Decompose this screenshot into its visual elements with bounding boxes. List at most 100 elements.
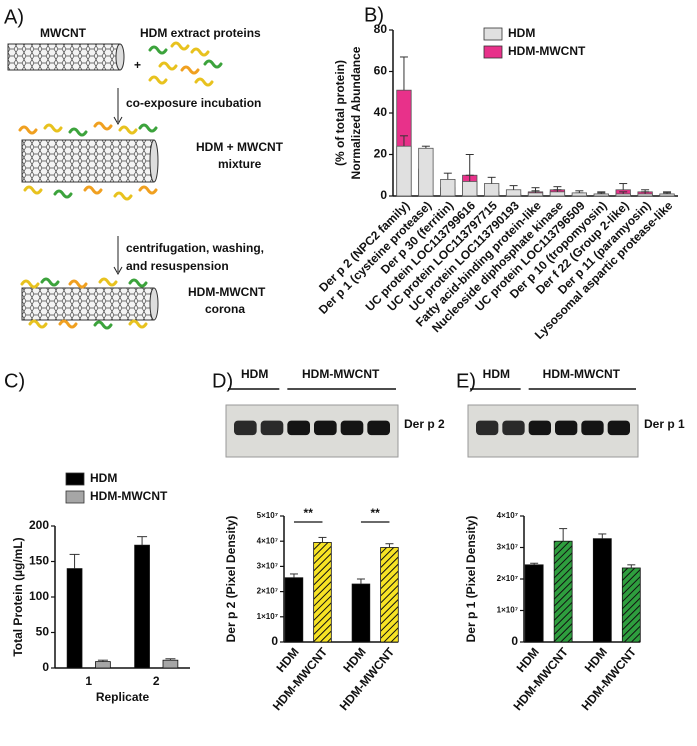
y-tick-label: 3×10⁷ xyxy=(257,562,278,571)
nanotube xyxy=(21,287,155,321)
nanotube-end xyxy=(115,43,125,71)
y-tick-label: 50 xyxy=(36,625,50,639)
bar xyxy=(66,568,83,669)
protein-label: HDM extract proteins xyxy=(140,26,261,40)
bar xyxy=(524,564,544,643)
protein xyxy=(190,47,210,57)
y-tick-label: 80 xyxy=(374,22,388,36)
y-tick-label: 2×10⁷ xyxy=(257,587,278,596)
lane-label: HDM xyxy=(483,367,510,381)
bar xyxy=(659,193,675,197)
lane-label: HDM xyxy=(241,367,268,381)
y-tick-label: 150 xyxy=(29,554,49,568)
nanotube xyxy=(21,139,155,183)
protein xyxy=(58,319,78,329)
x-axis-label: Replicate xyxy=(96,690,150,704)
panel-label: C) xyxy=(4,370,25,392)
y-axis-label: (% of total protein) xyxy=(333,60,347,166)
panel-label: D) xyxy=(212,370,233,392)
protein xyxy=(53,189,73,199)
nanotube xyxy=(7,43,121,71)
arrow-head xyxy=(113,116,123,126)
protein xyxy=(148,75,168,85)
y-tick-label: 20 xyxy=(374,147,388,161)
bar xyxy=(621,567,641,643)
protein xyxy=(20,279,40,289)
nanotube-end xyxy=(149,139,159,183)
bar xyxy=(351,583,371,643)
y-tick-label: 0 xyxy=(511,634,518,648)
blot-band xyxy=(260,420,284,436)
protein xyxy=(138,185,158,195)
bar xyxy=(615,193,631,197)
y-tick-label: 1×10⁷ xyxy=(257,612,278,621)
y-tick-label: 40 xyxy=(374,105,388,119)
bar xyxy=(505,189,522,197)
bar xyxy=(313,542,332,643)
step-label: co-exposure incubation xyxy=(126,96,261,110)
y-tick-label: 1×10⁷ xyxy=(497,606,518,615)
y-tick-label: 0 xyxy=(380,188,387,202)
bar xyxy=(418,147,434,197)
legend-label: HDM-MWCNT xyxy=(508,44,586,58)
protein xyxy=(158,61,178,71)
band-label: Der p 1 xyxy=(644,417,685,431)
legend-label: HDM xyxy=(90,471,117,485)
bar xyxy=(462,181,478,197)
bar xyxy=(95,661,111,669)
y-axis-label: Der p 1 (Pixel Density) xyxy=(464,516,478,643)
protein xyxy=(113,191,133,201)
lane-label: HDM-MWCNT xyxy=(543,367,621,381)
bar xyxy=(162,659,179,669)
blot-band xyxy=(287,420,310,436)
blot-band xyxy=(528,420,551,436)
protein xyxy=(68,279,88,289)
y-tick-label: 3×10⁷ xyxy=(497,543,518,552)
blot-band xyxy=(340,420,364,436)
protein xyxy=(98,277,118,287)
bar xyxy=(134,544,150,669)
bar xyxy=(380,547,399,643)
step-label: centrifugation, washing, xyxy=(126,241,264,255)
bar xyxy=(396,145,412,197)
y-tick-label: 0 xyxy=(42,660,49,674)
plus: + xyxy=(134,58,141,72)
protein xyxy=(68,127,88,137)
protein xyxy=(18,125,38,135)
blot-band xyxy=(367,420,390,436)
mixture-label: mixture xyxy=(218,157,262,171)
protein xyxy=(40,277,60,287)
significance-label: ** xyxy=(304,506,314,520)
y-tick-label: 60 xyxy=(374,64,388,78)
protein xyxy=(128,319,148,329)
blot-band xyxy=(476,420,499,436)
y-tick-label: 100 xyxy=(29,589,49,603)
band-label: Der p 2 xyxy=(404,417,445,431)
panel-label: A) xyxy=(4,6,24,28)
legend-swatch xyxy=(65,490,85,504)
bar xyxy=(592,538,612,643)
protein xyxy=(83,185,103,195)
lane-label: HDM-MWCNT xyxy=(302,367,380,381)
y-tick-label: 5×10⁷ xyxy=(257,511,278,520)
y-axis-label: Total Protein (µg/mL) xyxy=(11,537,25,656)
protein xyxy=(148,45,168,55)
blot-band xyxy=(314,420,337,436)
y-tick-label: 0 xyxy=(271,634,278,648)
legend-label: HDM xyxy=(508,26,535,40)
legend-swatch xyxy=(483,45,503,59)
protein xyxy=(93,121,113,131)
step-label: and resuspension xyxy=(126,259,229,273)
blot-band xyxy=(607,420,630,436)
bar xyxy=(549,191,566,197)
protein xyxy=(194,77,214,87)
bar xyxy=(593,193,609,197)
x-tick-label: 2 xyxy=(153,674,160,688)
x-tick-label: 1 xyxy=(85,674,92,688)
arrow-head xyxy=(113,266,123,276)
legend-label: HDM-MWCNT xyxy=(90,489,168,503)
corona-label: corona xyxy=(205,302,245,316)
y-axis-label: Der p 2 (Pixel Density) xyxy=(224,516,238,643)
tube-label: MWCNT xyxy=(40,26,87,40)
